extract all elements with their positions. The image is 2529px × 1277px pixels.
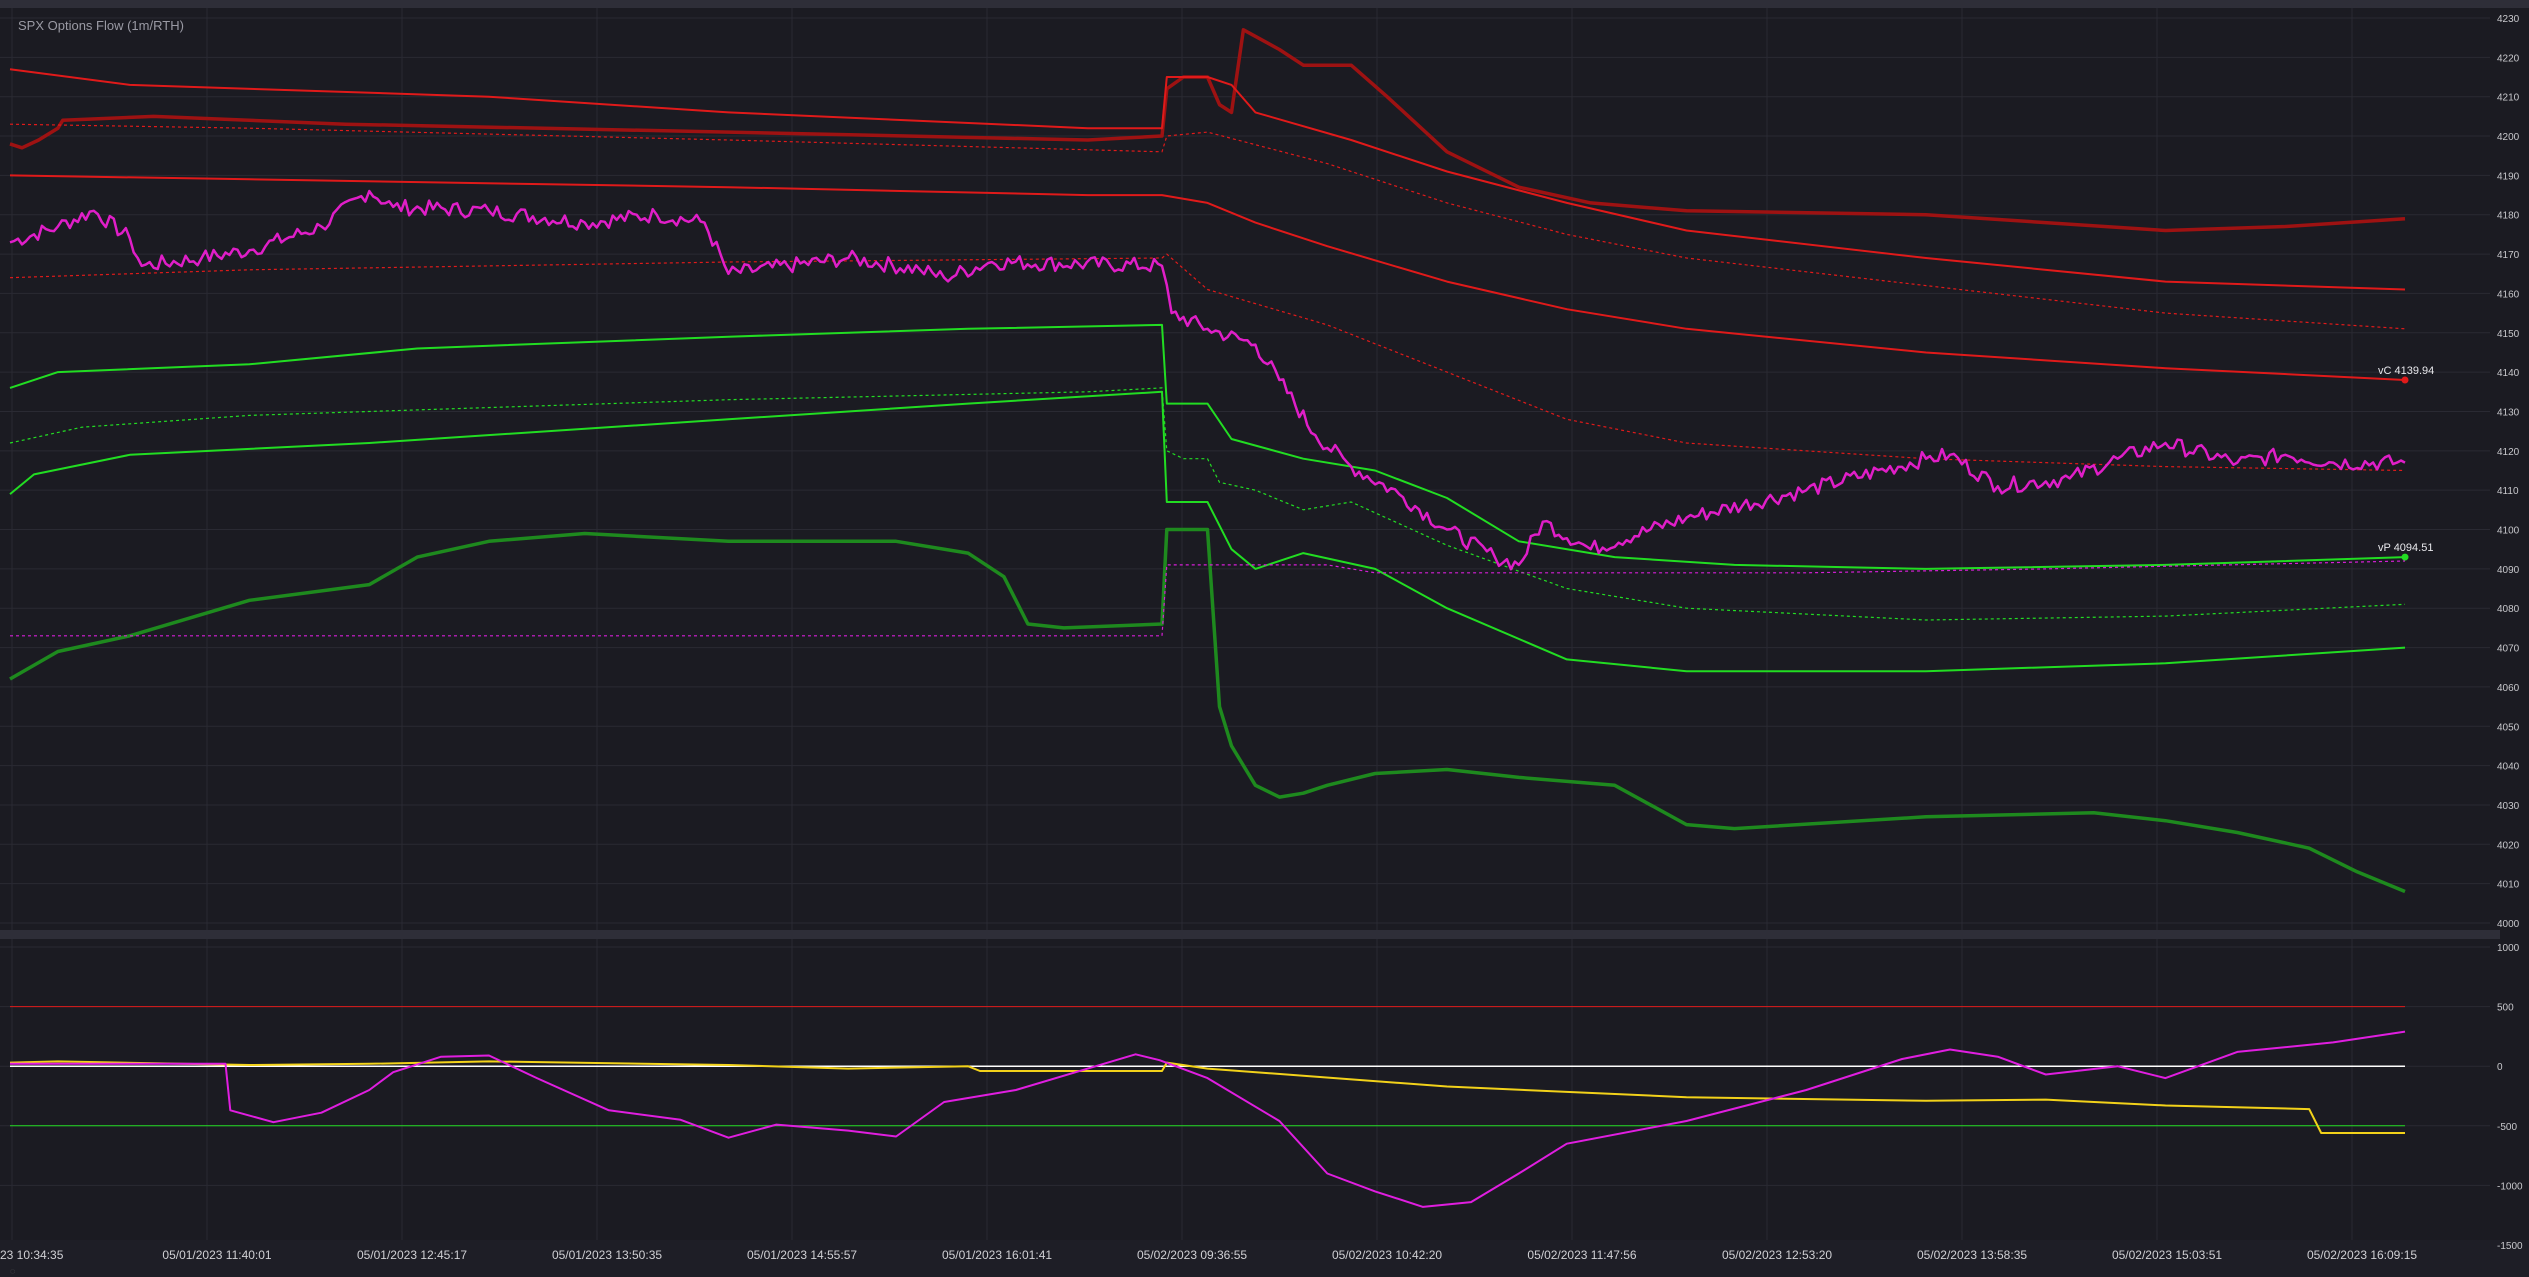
main-series-line-10 — [9, 189, 2406, 571]
series-end-marker — [2401, 376, 2409, 384]
main-series-line-8 — [9, 527, 2406, 894]
grid-layer — [0, 8, 2490, 1246]
y-tick-label: 4040 — [2497, 762, 2520, 773]
y-tick-label: 0 — [2497, 1062, 2503, 1073]
main-series-line-2 — [9, 123, 2406, 330]
main-series-line-5 — [9, 323, 2406, 570]
x-tick-label: 05/01/2023 13:50:35 — [552, 1248, 662, 1262]
y-tick-label: -1000 — [2497, 1181, 2523, 1192]
y-tick-label: 4100 — [2497, 526, 2520, 537]
x-axis-band — [0, 1240, 2529, 1277]
y-tick-label: 4170 — [2497, 250, 2520, 261]
y-tick-label: 4140 — [2497, 368, 2520, 379]
x-tick-label: 05/01/2023 11:40:01 — [162, 1248, 272, 1262]
x-tick-label: 05/01/2023 12:45:17 — [357, 1248, 467, 1262]
x-tick-label: 05/01/2023 16:01:41 — [942, 1248, 1052, 1262]
oscillator-y-axis: 1000 500 0 -500 -1000 -1500 — [2497, 943, 2523, 1252]
x-tick-label: 23 10:34:35 — [0, 1248, 64, 1262]
y-tick-label: 4220 — [2497, 53, 2520, 64]
y-tick-label: 4230 — [2497, 14, 2520, 25]
main-series-line-6 — [9, 387, 2406, 621]
x-tick-label: 05/02/2023 09:36:55 — [1137, 1248, 1247, 1262]
main-series-line-7 — [9, 390, 2406, 673]
main-series-line-1 — [9, 68, 2406, 291]
x-tick-label: 05/02/2023 10:42:20 — [1332, 1248, 1442, 1262]
y-tick-label: 4090 — [2497, 565, 2520, 576]
y-tick-label: -500 — [2497, 1122, 2517, 1133]
y-tick-label: 4050 — [2497, 722, 2520, 733]
y-tick-label: 500 — [2497, 1003, 2514, 1014]
oscillator-series-line-0 — [9, 1060, 2405, 1134]
x-tick-label: 05/02/2023 12:53:20 — [1722, 1248, 1832, 1262]
y-tick-label: 4130 — [2497, 407, 2520, 418]
y-tick-label: -1500 — [2497, 1241, 2523, 1252]
main-y-axis: 4000 4010 4020 4030 4040 4050 4060 4070 4080 4090… — [2497, 14, 2520, 930]
y-tick-label: 4030 — [2497, 801, 2520, 812]
main-series-line-9 — [10, 560, 2406, 637]
chart-title: SPX Options Flow (1m/RTH) — [18, 18, 184, 33]
main-series-line-0 — [9, 28, 2406, 233]
y-tick-label: 4200 — [2497, 132, 2520, 143]
y-tick-label: 4080 — [2497, 604, 2520, 615]
oscillator-series-layer — [9, 1006, 2406, 1208]
y-tick-label: 4010 — [2497, 880, 2520, 891]
y-tick-label: 4070 — [2497, 644, 2520, 655]
y-tick-label: 1000 — [2497, 943, 2520, 954]
annotation-label: vC 4139.94 — [2378, 365, 2434, 377]
x-tick-label: 05/02/2023 11:47:56 — [1527, 1248, 1637, 1262]
y-tick-label: 4190 — [2497, 171, 2520, 182]
top-bar — [0, 0, 2529, 8]
y-tick-label: 4210 — [2497, 93, 2520, 104]
y-tick-label: 4060 — [2497, 683, 2520, 694]
y-tick-label: 4020 — [2497, 840, 2520, 851]
main-series-line-3 — [9, 174, 2406, 381]
x-tick-label: 05/02/2023 15:03:51 — [2112, 1248, 2222, 1262]
annotation-layer: vC 4139.94 vP 4094.51 — [2378, 365, 2434, 561]
x-axis: 23 10:34:35 05/01/2023 11:40:01 05/01/2023… — [0, 1248, 2417, 1262]
y-tick-label: 4180 — [2497, 211, 2520, 222]
oscillator-series-line-1 — [10, 1030, 2406, 1208]
watermark-logo: ◌ — [10, 1266, 16, 1276]
y-tick-label: 4160 — [2497, 289, 2520, 300]
y-tick-label: 4110 — [2497, 486, 2519, 497]
y-tick-label: 4150 — [2497, 329, 2520, 340]
x-tick-label: 05/02/2023 13:58:35 — [1917, 1248, 2027, 1262]
series-end-marker — [2401, 553, 2409, 561]
main-series-layer — [9, 28, 2406, 894]
x-tick-label: 05/01/2023 14:55:57 — [747, 1248, 857, 1262]
annotation-label: vP 4094.51 — [2378, 542, 2433, 554]
y-tick-label: 4120 — [2497, 447, 2520, 458]
y-tick-label: 4000 — [2497, 919, 2520, 930]
pane-divider[interactable] — [0, 930, 2500, 939]
main-series-line-4 — [9, 253, 2406, 472]
x-tick-label: 05/02/2023 16:09:15 — [2307, 1248, 2417, 1262]
